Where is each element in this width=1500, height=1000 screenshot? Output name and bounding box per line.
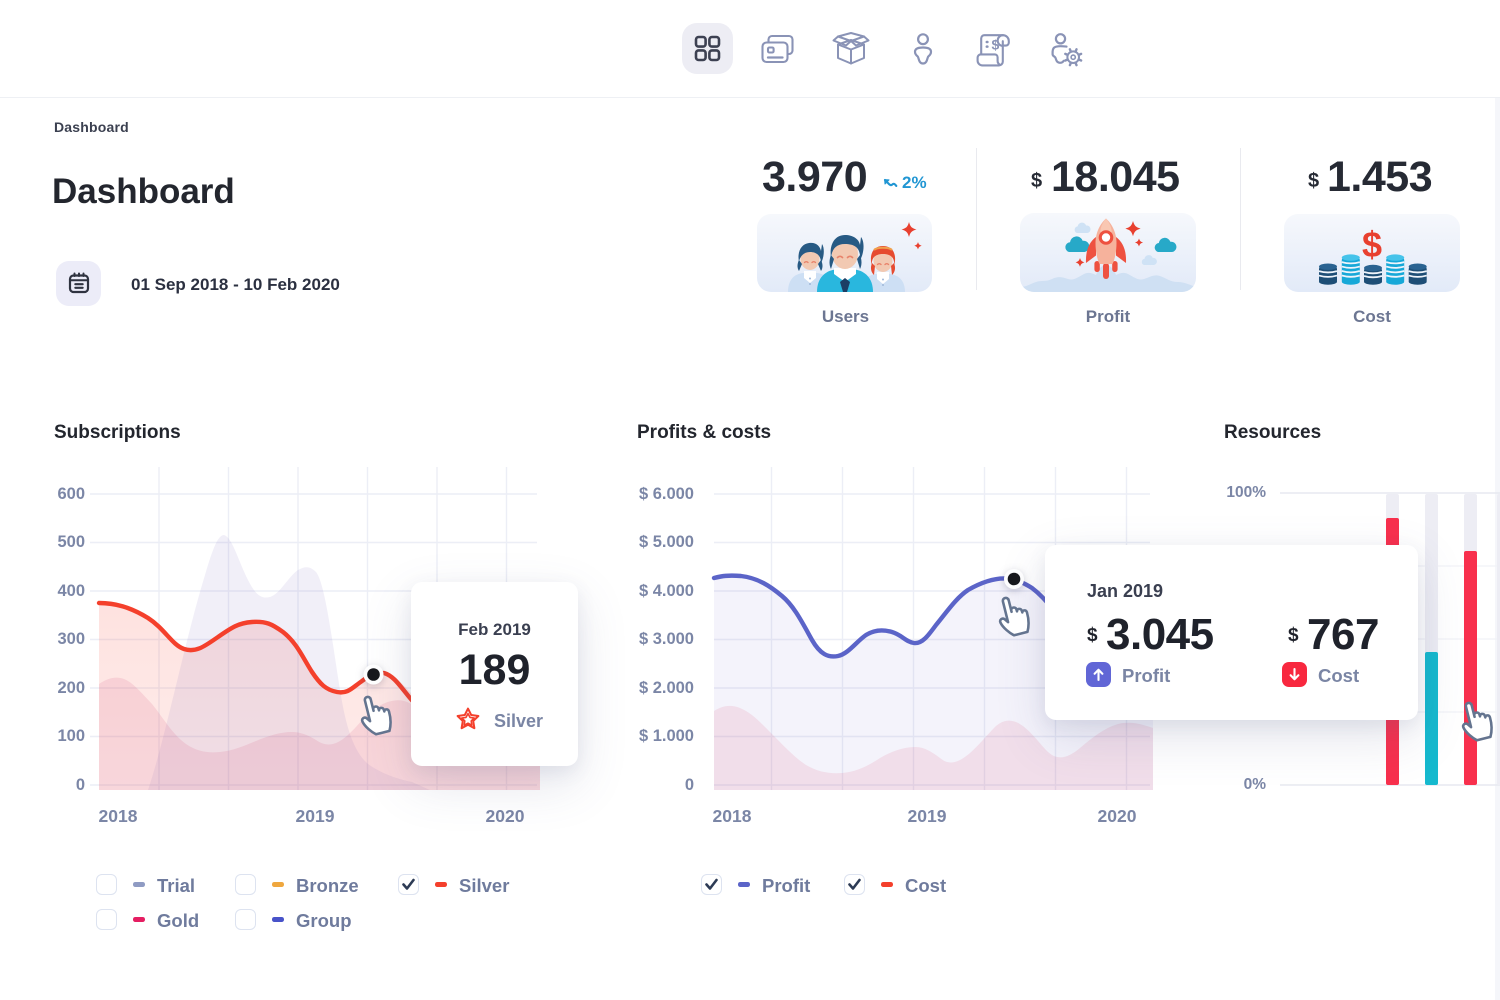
svg-text:$: $ xyxy=(992,37,1000,53)
svg-text:$: $ xyxy=(1362,224,1382,265)
